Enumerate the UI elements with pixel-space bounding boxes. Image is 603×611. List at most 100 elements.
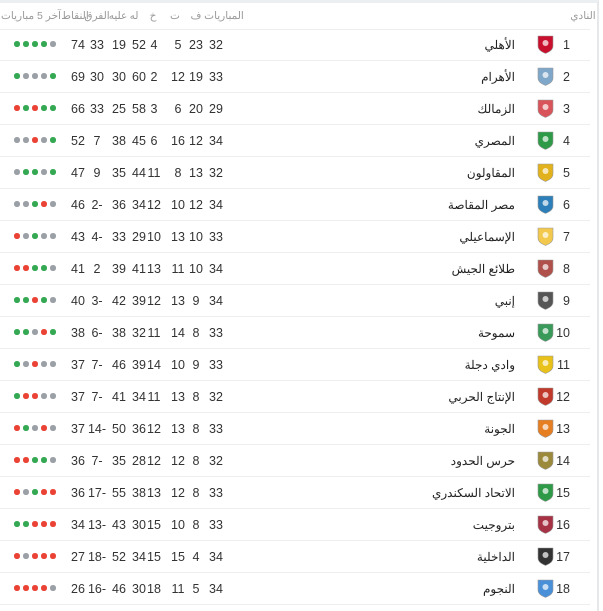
form-dot-win[interactable] bbox=[32, 41, 38, 47]
form-dot-win[interactable] bbox=[50, 329, 56, 335]
form-dot-win[interactable] bbox=[32, 233, 38, 239]
team-name[interactable]: الجونة bbox=[484, 422, 515, 436]
form-dot-win[interactable] bbox=[14, 41, 20, 47]
form-dot-draw[interactable] bbox=[14, 201, 20, 207]
form-dot-draw[interactable] bbox=[41, 169, 47, 175]
team-name[interactable]: الاتحاد السكندري bbox=[431, 486, 515, 500]
table-row[interactable]: 3 الزمالك 29 20 6 3 58 25 33 66 bbox=[0, 93, 590, 125]
form-dot-win[interactable] bbox=[23, 105, 29, 111]
form-dot-loss[interactable] bbox=[41, 521, 47, 527]
form-dot-win[interactable] bbox=[23, 297, 29, 303]
form-dot-loss[interactable] bbox=[14, 265, 20, 271]
form-dot-win[interactable] bbox=[14, 361, 20, 367]
form-dot-draw[interactable] bbox=[50, 393, 56, 399]
form-dot-draw[interactable] bbox=[14, 137, 20, 143]
form-dot-loss[interactable] bbox=[50, 521, 56, 527]
form-dot-win[interactable] bbox=[23, 41, 29, 47]
table-row[interactable]: 1 الأهلي 32 23 5 4 52 19 33 74 bbox=[0, 29, 590, 61]
table-row[interactable]: 13 الجونة 33 8 13 12 36 50 -14 37 bbox=[0, 413, 590, 445]
form-dot-loss[interactable] bbox=[14, 585, 20, 591]
team-name[interactable]: الإنتاج الحربي bbox=[448, 390, 515, 404]
form-dot-loss[interactable] bbox=[41, 201, 47, 207]
table-row[interactable]: 2 الأهرام 33 19 12 2 60 30 30 69 bbox=[0, 61, 590, 93]
form-dot-loss[interactable] bbox=[23, 585, 29, 591]
form-dot-loss[interactable] bbox=[32, 393, 38, 399]
team-name[interactable]: سموحة bbox=[477, 326, 515, 340]
form-dot-loss[interactable] bbox=[32, 105, 38, 111]
form-dot-draw[interactable] bbox=[32, 425, 38, 431]
form-dot-draw[interactable] bbox=[50, 361, 56, 367]
form-dot-win[interactable] bbox=[14, 393, 20, 399]
team-name[interactable]: طلائع الجيش bbox=[451, 262, 515, 276]
form-dot-draw[interactable] bbox=[41, 361, 47, 367]
team-name[interactable]: حرس الحدود bbox=[450, 454, 515, 468]
form-dot-loss[interactable] bbox=[41, 585, 47, 591]
table-row[interactable]: 5 المقاولون 32 13 8 11 44 35 9 47 bbox=[0, 157, 590, 189]
form-dot-win[interactable] bbox=[32, 457, 38, 463]
form-dot-draw[interactable] bbox=[32, 73, 38, 79]
team-name[interactable]: الأهلي bbox=[484, 38, 515, 52]
form-dot-loss[interactable] bbox=[23, 393, 29, 399]
table-row[interactable]: 6 مصر المقاصة 34 12 10 12 34 36 -2 46 bbox=[0, 189, 590, 221]
form-dot-loss[interactable] bbox=[14, 105, 20, 111]
table-row[interactable]: 16 بتروجيت 33 8 10 15 30 43 -13 34 bbox=[0, 509, 590, 541]
form-dot-loss[interactable] bbox=[41, 425, 47, 431]
table-row[interactable]: 17 الداخلية 34 4 15 15 34 52 -18 27 bbox=[0, 541, 590, 573]
form-dot-win[interactable] bbox=[50, 137, 56, 143]
team-name[interactable]: وادي دجلة bbox=[464, 358, 515, 372]
team-name[interactable]: مصر المقاصة bbox=[447, 198, 515, 212]
form-dot-win[interactable] bbox=[14, 73, 20, 79]
team-name[interactable]: المقاولون bbox=[466, 166, 515, 180]
form-dot-draw[interactable] bbox=[23, 553, 29, 559]
table-row[interactable]: 14 حرس الحدود 32 8 12 12 28 35 -7 36 bbox=[0, 445, 590, 477]
form-dot-win[interactable] bbox=[14, 329, 20, 335]
form-dot-loss[interactable] bbox=[50, 489, 56, 495]
form-dot-loss[interactable] bbox=[41, 489, 47, 495]
form-dot-win[interactable] bbox=[50, 169, 56, 175]
form-dot-win[interactable] bbox=[32, 201, 38, 207]
form-dot-loss[interactable] bbox=[23, 457, 29, 463]
form-dot-draw[interactable] bbox=[23, 201, 29, 207]
form-dot-draw[interactable] bbox=[50, 201, 56, 207]
form-dot-loss[interactable] bbox=[14, 553, 20, 559]
form-dot-loss[interactable] bbox=[41, 553, 47, 559]
form-dot-win[interactable] bbox=[32, 169, 38, 175]
form-dot-loss[interactable] bbox=[32, 361, 38, 367]
form-dot-draw[interactable] bbox=[23, 489, 29, 495]
form-dot-draw[interactable] bbox=[50, 585, 56, 591]
form-dot-loss[interactable] bbox=[14, 425, 20, 431]
form-dot-loss[interactable] bbox=[32, 137, 38, 143]
table-row[interactable]: 12 الإنتاج الحربي 32 8 13 11 34 41 -7 37 bbox=[0, 381, 590, 413]
form-dot-win[interactable] bbox=[41, 457, 47, 463]
form-dot-win[interactable] bbox=[50, 73, 56, 79]
form-dot-draw[interactable] bbox=[50, 41, 56, 47]
form-dot-draw[interactable] bbox=[50, 457, 56, 463]
form-dot-draw[interactable] bbox=[23, 361, 29, 367]
form-dot-win[interactable] bbox=[23, 521, 29, 527]
form-dot-draw[interactable] bbox=[50, 297, 56, 303]
table-row[interactable]: 10 سموحة 33 8 14 11 32 38 -6 38 bbox=[0, 317, 590, 349]
form-dot-draw[interactable] bbox=[50, 425, 56, 431]
form-dot-win[interactable] bbox=[32, 489, 38, 495]
team-name[interactable]: المصري bbox=[474, 134, 515, 148]
team-name[interactable]: الأهرام bbox=[481, 70, 515, 84]
form-dot-draw[interactable] bbox=[14, 169, 20, 175]
form-dot-draw[interactable] bbox=[50, 233, 56, 239]
form-dot-draw[interactable] bbox=[41, 233, 47, 239]
form-dot-loss[interactable] bbox=[14, 489, 20, 495]
form-dot-loss[interactable] bbox=[32, 553, 38, 559]
form-dot-draw[interactable] bbox=[41, 393, 47, 399]
form-dot-loss[interactable] bbox=[32, 297, 38, 303]
form-dot-draw[interactable] bbox=[32, 329, 38, 335]
form-dot-draw[interactable] bbox=[23, 137, 29, 143]
team-name[interactable]: إنبي bbox=[494, 294, 515, 308]
form-dot-loss[interactable] bbox=[14, 457, 20, 463]
form-dot-win[interactable] bbox=[41, 265, 47, 271]
form-dot-loss[interactable] bbox=[32, 585, 38, 591]
form-dot-draw[interactable] bbox=[23, 233, 29, 239]
team-name[interactable]: الزمالك bbox=[477, 102, 515, 116]
table-row[interactable]: 4 المصري 34 12 16 6 45 38 7 52 bbox=[0, 125, 590, 157]
form-dot-loss[interactable] bbox=[32, 521, 38, 527]
table-row[interactable]: 11 وادي دجلة 33 9 10 14 39 46 -7 37 bbox=[0, 349, 590, 381]
form-dot-win[interactable] bbox=[14, 297, 20, 303]
